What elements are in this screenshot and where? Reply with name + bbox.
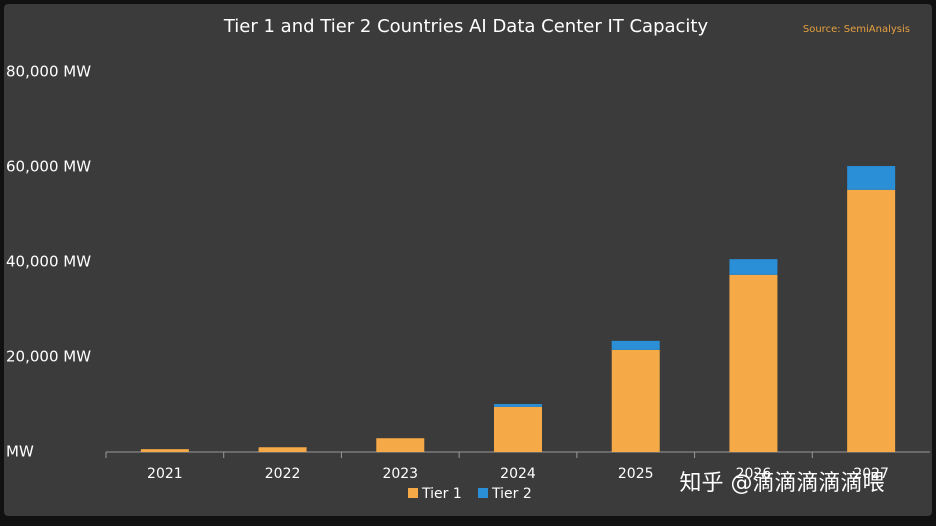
- legend-swatch: [478, 488, 488, 498]
- bar-segment: [611, 349, 660, 452]
- x-tick-label: 2026: [736, 466, 772, 482]
- chart-title: Tier 1 and Tier 2 Countries AI Data Cent…: [223, 16, 709, 37]
- y-tick-label: 40,000 MW: [6, 253, 91, 271]
- legend-label: Tier 1: [421, 486, 462, 502]
- bar-segment: [729, 259, 778, 275]
- y-tick-label: 20,000 MW: [6, 348, 91, 366]
- source: Source: SemiAnalysis: [803, 24, 910, 35]
- bar-segment: [258, 447, 307, 452]
- bar-segment: [376, 438, 425, 452]
- x-tick-label: 2022: [265, 466, 301, 482]
- x-tick-label: 2021: [147, 466, 183, 482]
- bar-segment: [847, 166, 896, 190]
- y-tick-label: 80,000 MW: [6, 63, 91, 81]
- bar-segment: [494, 406, 542, 452]
- y-tick-label: 60,000 MW: [6, 158, 91, 176]
- bar-segment: [140, 449, 189, 452]
- background: [4, 4, 932, 516]
- x-tick-label: 2023: [382, 466, 418, 482]
- watermark: 知乎 @滴滴滴滴滴喂: [680, 471, 885, 496]
- x-tick-label: 2024: [500, 466, 536, 482]
- bar-segment: [494, 404, 542, 407]
- legend-swatch: [408, 488, 418, 498]
- bar-segment: [611, 340, 660, 350]
- y-tick-label: MW: [6, 443, 34, 461]
- legend-label: Tier 2: [491, 486, 532, 502]
- bar-segment: [847, 189, 896, 453]
- bar-segment: [729, 274, 778, 452]
- x-tick-label: 2027: [853, 466, 889, 482]
- x-tick-label: 2025: [618, 466, 654, 482]
